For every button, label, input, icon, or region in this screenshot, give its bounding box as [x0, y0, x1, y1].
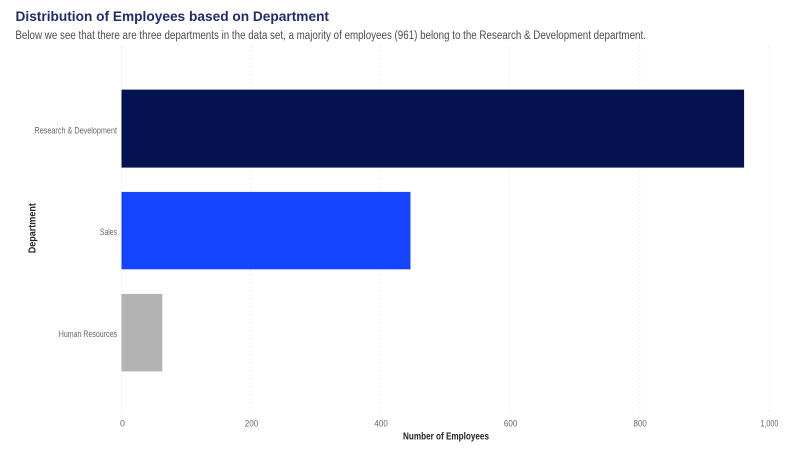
svg-text:600: 600 — [504, 419, 517, 429]
svg-text:Department: Department — [28, 203, 39, 254]
svg-text:0: 0 — [120, 419, 125, 429]
svg-text:400: 400 — [374, 419, 387, 429]
svg-text:800: 800 — [634, 419, 647, 429]
svg-text:Number of Employees: Number of Employees — [403, 430, 489, 442]
svg-text:Human Resources: Human Resources — [59, 329, 117, 340]
svg-text:Distribution of Employees base: Distribution of Employees based on Depar… — [16, 8, 330, 24]
svg-text:Below we see that there are th: Below we see that there are three depart… — [15, 30, 646, 42]
svg-text:Research & Development: Research & Development — [35, 125, 118, 136]
svg-text:1,000: 1,000 — [760, 419, 778, 429]
svg-text:200: 200 — [245, 419, 258, 429]
svg-text:Sales: Sales — [100, 227, 117, 238]
